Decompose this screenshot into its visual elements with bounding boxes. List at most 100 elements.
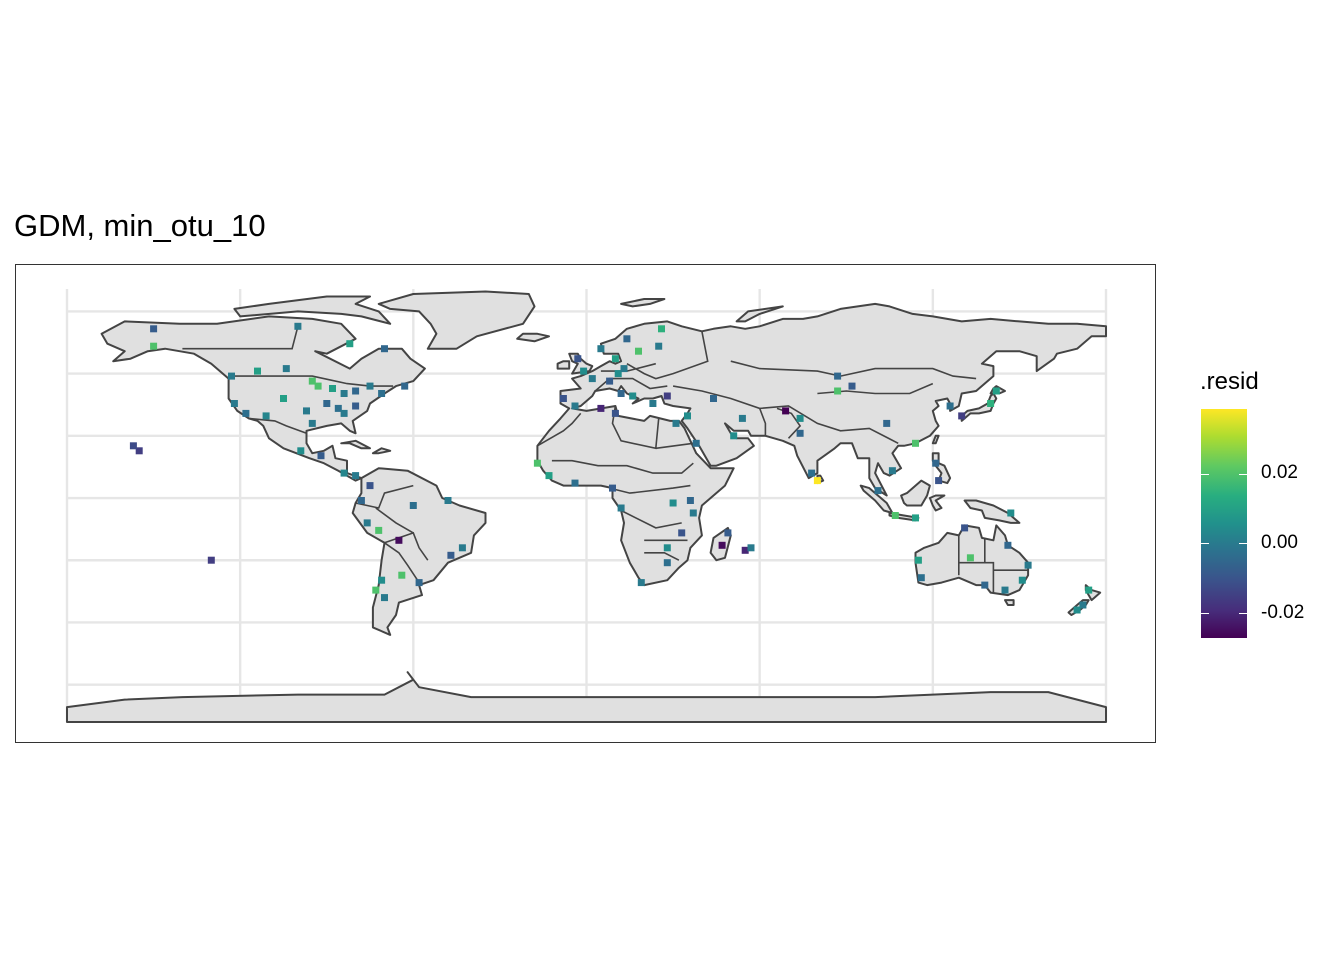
- country-border: [248, 417, 307, 435]
- site-point-45: [346, 340, 354, 348]
- site-point-46: [381, 345, 388, 353]
- legend-label-low: -0.02: [1261, 602, 1305, 623]
- country-border: [655, 442, 694, 450]
- site-point-67: [597, 404, 605, 412]
- world-map-svg: [65, 289, 1108, 723]
- site-point-97: [1018, 576, 1026, 584]
- site-point-87: [891, 512, 899, 519]
- land-north-america: [100, 315, 426, 482]
- site-point-88: [912, 514, 919, 522]
- site-point-8: [314, 382, 322, 390]
- site-point-82: [912, 439, 919, 447]
- site-point-27: [340, 469, 348, 477]
- site-point-76: [813, 477, 821, 485]
- site-point-6: [282, 365, 290, 373]
- site-point-40: [378, 576, 386, 584]
- site-point-56: [658, 325, 665, 333]
- site-point-5: [254, 367, 261, 375]
- land-greenland: [377, 290, 536, 350]
- site-point-22: [340, 409, 348, 417]
- land-japan: [960, 392, 998, 422]
- site-point-85: [888, 467, 896, 475]
- site-point-113: [689, 509, 697, 517]
- site-point-74: [796, 414, 804, 422]
- site-point-34: [409, 502, 417, 509]
- legend-tick-1: [1201, 543, 1209, 544]
- site-point-120: [724, 529, 732, 537]
- country-border: [609, 484, 691, 494]
- land-svalbard: [620, 298, 666, 308]
- site-point-21: [334, 404, 342, 412]
- site-point-95: [1004, 541, 1012, 549]
- site-point-69: [672, 419, 680, 427]
- country-border: [594, 377, 668, 392]
- country-border: [644, 552, 680, 561]
- site-point-10: [340, 390, 348, 397]
- site-point-70: [692, 439, 700, 447]
- site-point-23: [352, 402, 360, 410]
- site-point-42: [381, 594, 388, 602]
- site-point-30: [357, 497, 365, 504]
- site-point-92: [992, 387, 1000, 395]
- site-point-83: [932, 459, 940, 467]
- land-sumatra: [859, 484, 894, 514]
- country-border: [958, 561, 995, 593]
- site-point-1: [129, 442, 137, 450]
- site-point-4: [228, 372, 235, 380]
- site-point-68: [611, 409, 619, 417]
- site-point-77: [808, 469, 816, 477]
- site-point-12: [366, 382, 374, 390]
- site-point-84: [935, 477, 943, 485]
- site-point-44: [294, 322, 302, 330]
- site-point-71: [730, 432, 738, 440]
- site-point-115: [663, 544, 671, 552]
- country-border: [611, 405, 660, 450]
- site-point-73: [782, 407, 790, 415]
- site-point-96: [1024, 561, 1032, 569]
- site-point-59: [559, 395, 567, 402]
- site-point-9: [329, 385, 336, 392]
- legend-tick-2: [1201, 613, 1209, 614]
- site-point-52: [620, 365, 628, 373]
- site-point-99: [981, 581, 989, 589]
- site-point-75: [796, 429, 804, 437]
- site-point-106: [533, 459, 541, 467]
- site-point-33: [395, 536, 403, 544]
- site-point-105: [1073, 606, 1081, 614]
- site-point-3: [150, 342, 158, 350]
- country-border: [355, 484, 414, 509]
- site-point-79: [834, 372, 842, 380]
- country-border: [730, 360, 977, 380]
- land-hispaniola: [371, 447, 392, 455]
- site-point-102: [966, 554, 974, 562]
- site-point-48: [580, 367, 588, 375]
- country-border: [626, 331, 709, 380]
- site-point-13: [378, 390, 386, 397]
- site-point-41: [372, 586, 380, 594]
- site-point-62: [629, 392, 637, 400]
- site-point-29: [366, 482, 374, 490]
- site-point-7: [308, 377, 316, 385]
- site-point-65: [684, 412, 691, 420]
- site-point-58: [597, 345, 605, 353]
- site-point-107: [545, 472, 553, 480]
- site-point-108: [571, 479, 579, 487]
- site-point-66: [710, 395, 717, 402]
- site-point-112: [686, 497, 694, 504]
- site-point-51: [614, 370, 622, 378]
- country-border: [551, 459, 694, 474]
- legend-colorbar: [1201, 409, 1247, 638]
- site-point-111: [669, 499, 677, 507]
- site-point-26: [317, 452, 325, 460]
- site-point-38: [415, 579, 423, 587]
- site-point-15: [230, 400, 238, 407]
- site-point-43: [150, 325, 158, 333]
- land-ireland: [556, 360, 571, 370]
- site-point-14: [401, 382, 409, 390]
- site-point-94: [961, 524, 969, 532]
- legend-tick-1: [1239, 543, 1247, 544]
- site-point-2: [207, 556, 215, 564]
- site-point-64: [663, 392, 671, 400]
- land-south-america: [351, 467, 487, 636]
- map-panel: [15, 264, 1156, 743]
